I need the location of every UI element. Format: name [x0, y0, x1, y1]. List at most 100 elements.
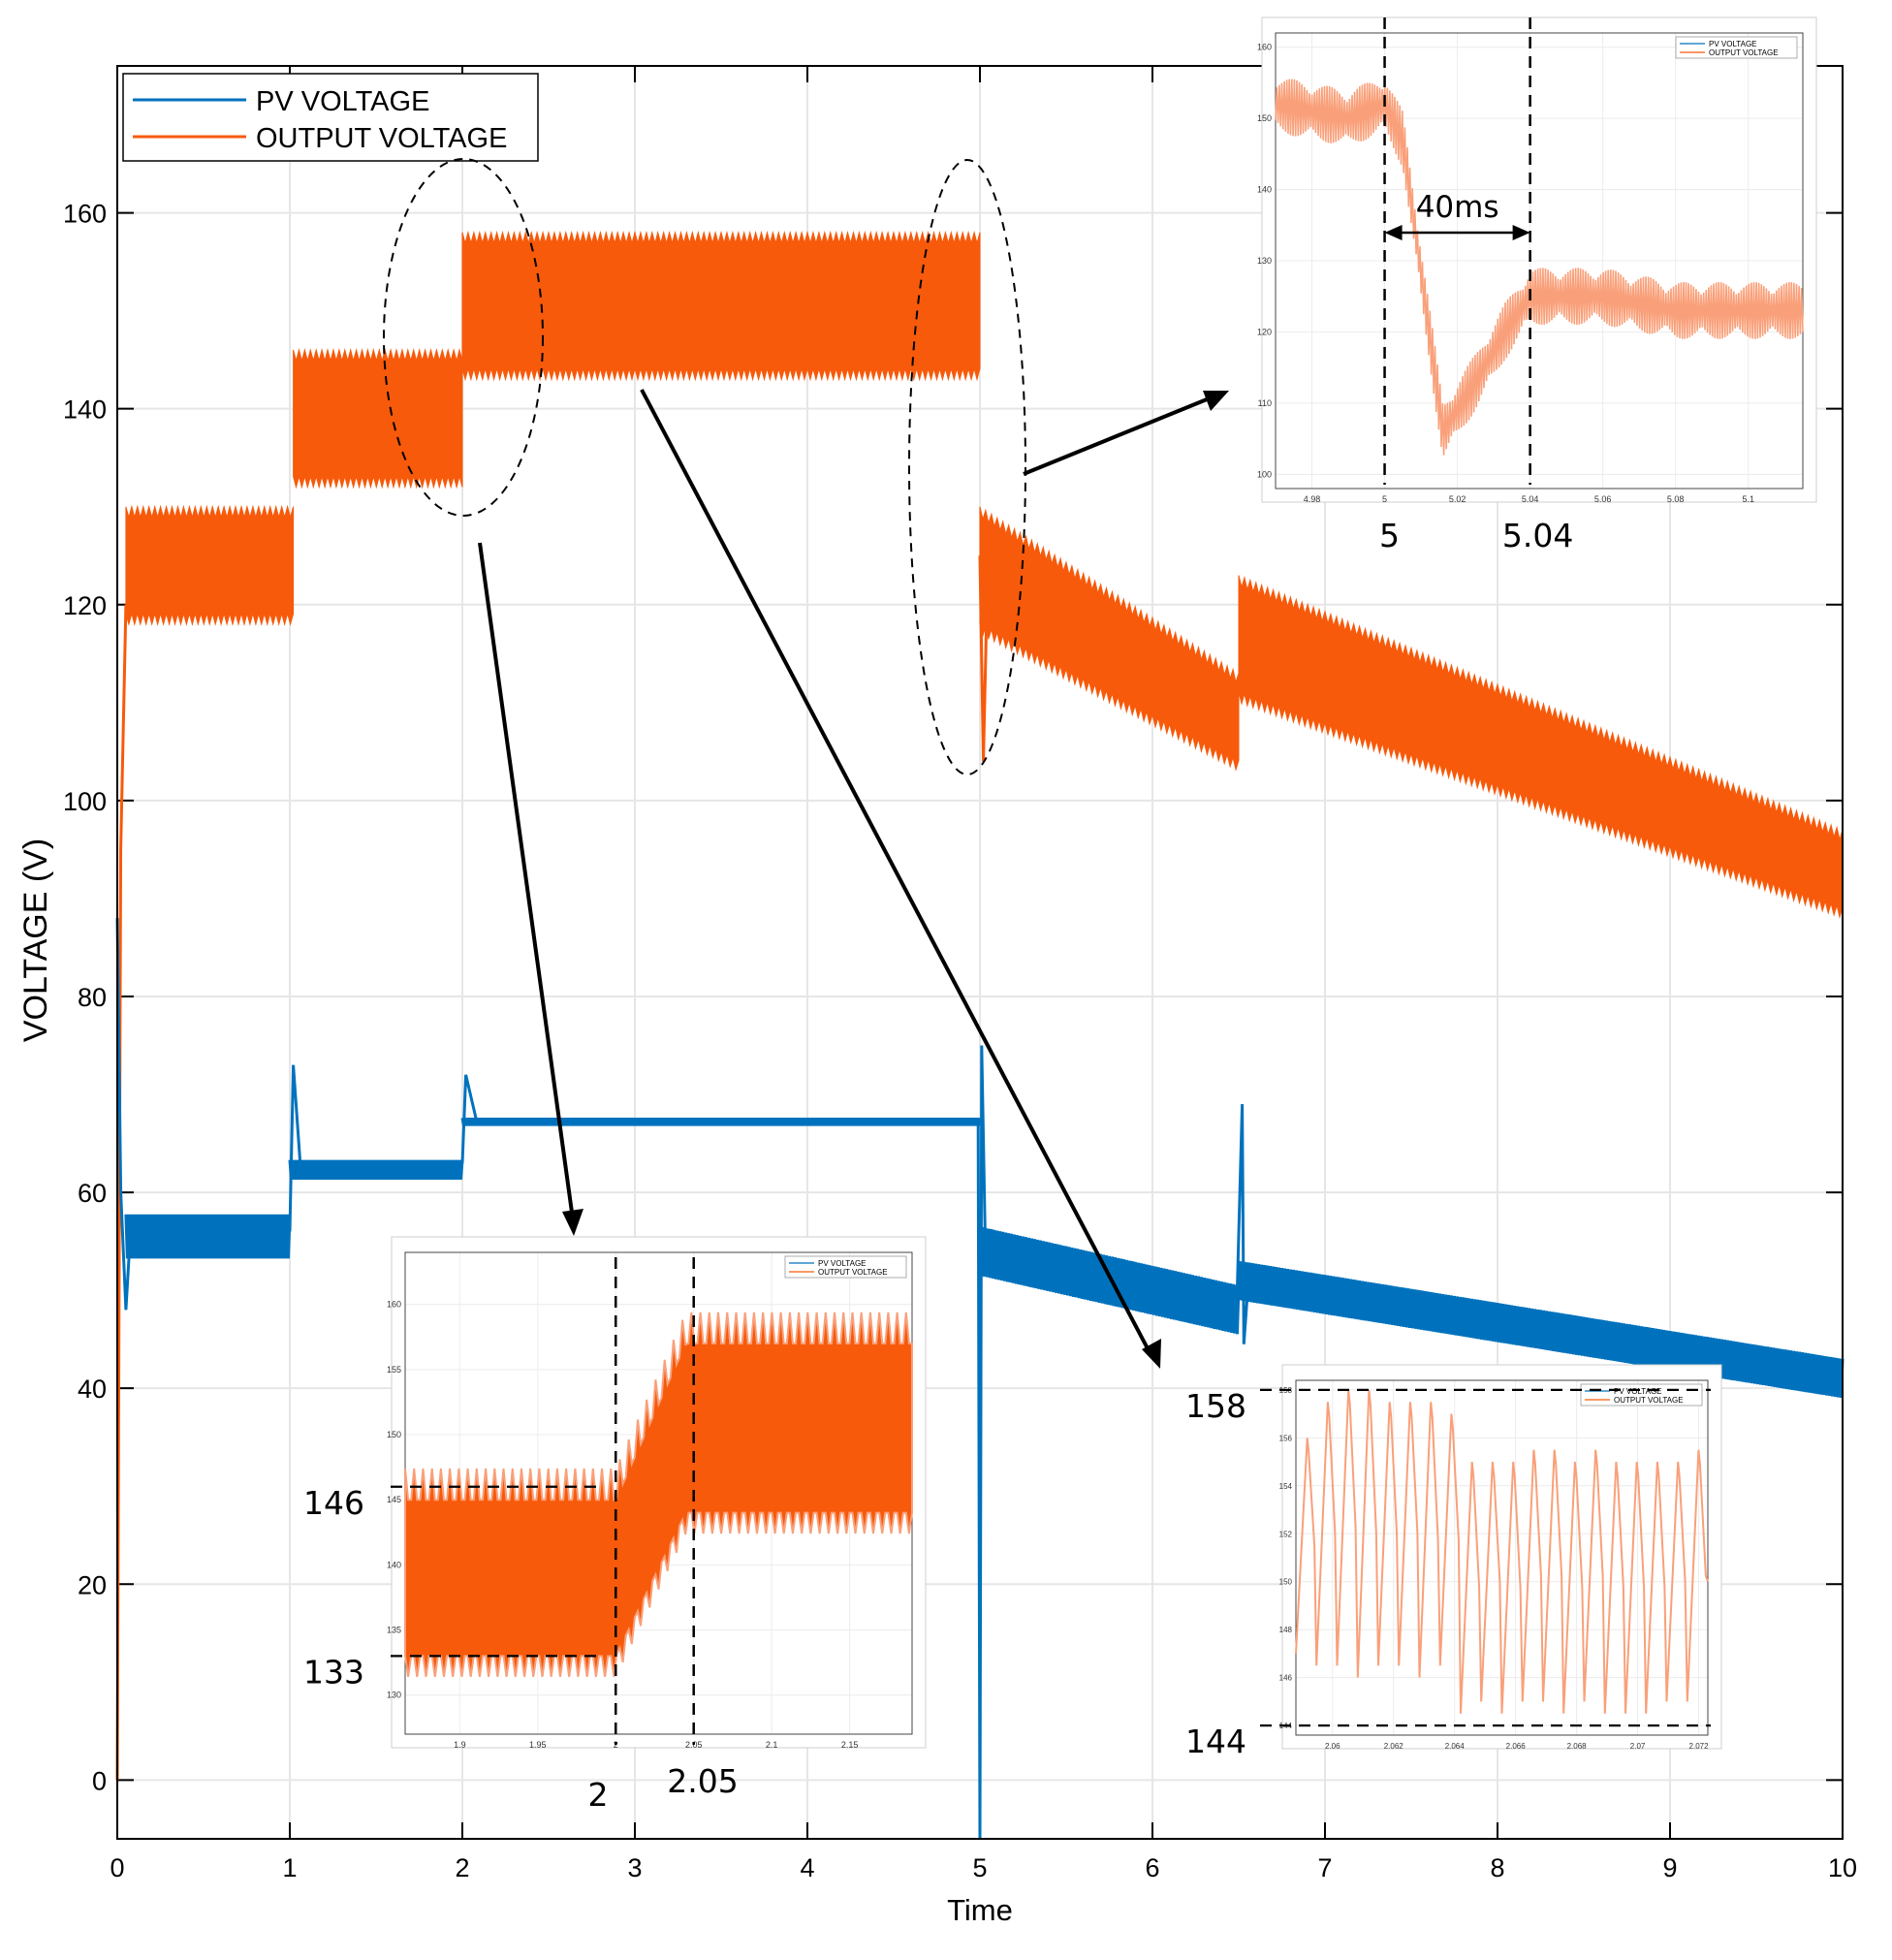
inset-tick-label-y: 146 — [1279, 1674, 1293, 1683]
inset-tick-label-y: 152 — [1279, 1530, 1293, 1538]
inset-turnoff-duration-label: 40ms — [1416, 190, 1499, 225]
main-series — [115, 230, 1845, 1840]
tick-label-y: 160 — [63, 200, 107, 229]
inset-axes-frame — [1295, 1379, 1709, 1736]
inset-turnoff-marker-label: 5.04 — [1502, 517, 1573, 554]
tick-label-y: 40 — [78, 1375, 107, 1404]
inset-tick-label-x: 2.15 — [841, 1740, 859, 1750]
tick-label-x: 8 — [1490, 1853, 1504, 1882]
inset-tick-label-y: 135 — [387, 1626, 401, 1635]
inset-tick-label-x: 2.068 — [1567, 1742, 1588, 1751]
tick-label-y: 100 — [63, 787, 107, 816]
tick-label-y: 140 — [63, 395, 107, 425]
inset-tick-label-x: 2.06 — [1325, 1742, 1340, 1751]
inset-background — [1261, 16, 1817, 503]
inset-turnoff-marker-label: 5 — [1379, 517, 1400, 554]
inset-legend-label-output: OUTPUT VOLTAGE — [1614, 1396, 1684, 1405]
inset-turnoff: 4.98 5 5.02 5.04 5.06 5.08 5.1 100 110 120 130 140 1… — [1257, 16, 1817, 554]
inset-tick-label-x: 1.95 — [529, 1740, 547, 1750]
pv-voltage-line — [124, 1214, 292, 1259]
output-voltage-band — [293, 348, 463, 490]
pv-voltage-spike — [976, 1045, 987, 1840]
inset-legend-label-pv: PV VOLTAGE — [818, 1259, 867, 1268]
inset-zoom-output-line — [1295, 1389, 1709, 1714]
inset-tick-label-y: 100 — [1257, 469, 1272, 479]
tick-label-x: 9 — [1662, 1853, 1677, 1882]
inset-legend-box — [784, 1255, 907, 1279]
inset-tick-label-y: 145 — [387, 1495, 401, 1504]
inset-tick-label-x: 5.08 — [1667, 494, 1685, 504]
inset-tick-label-x: 2.07 — [1630, 1742, 1646, 1751]
inset-tick-label-y: 160 — [1257, 43, 1272, 52]
inset-tick-label-y: 120 — [1257, 327, 1272, 336]
inset-tick-label-x: 4.98 — [1304, 494, 1321, 504]
inset-step: 1.9 1.95 2 2.05 2.1 2.15 130 135 140 145 150 155 160… — [303, 1236, 927, 1814]
inset-tick-label-x: 2.072 — [1689, 1742, 1710, 1751]
inset-tick-label-x: 2.066 — [1506, 1742, 1527, 1751]
main-legend: PV VOLTAGE OUTPUT VOLTAGE — [122, 73, 539, 162]
pv-voltage-spike — [288, 1064, 302, 1232]
tick-label-x: 6 — [1145, 1853, 1159, 1882]
inset-tick-label-y: 150 — [387, 1430, 401, 1439]
inset-tick-label-x: 2.064 — [1445, 1742, 1466, 1751]
inset-tick-label-y: 140 — [387, 1560, 401, 1569]
tick-label-x: 1 — [282, 1853, 297, 1882]
inset-legend-label-output: OUTPUT VOLTAGE — [1709, 48, 1779, 57]
inset-tick-label-x: 5.02 — [1449, 494, 1466, 504]
inset-legend-label-pv: PV VOLTAGE — [1709, 40, 1757, 48]
inset-zoom: 2.06 2.062 2.064 2.066 2.068 2.07 2.072 144 146 1… — [1185, 1364, 1722, 1760]
tick-label-y: 80 — [78, 983, 107, 1012]
inset-step-level-label: 133 — [303, 1653, 364, 1691]
inset-tick-label-y: 154 — [1279, 1482, 1293, 1491]
tick-label-x: 10 — [1828, 1853, 1857, 1882]
inset-turnoff-arrowhead-right — [1512, 225, 1530, 240]
output-voltage-band — [461, 230, 981, 382]
inset-tick-label-x: 1.9 — [454, 1740, 466, 1750]
inset-tick-label-y: 156 — [1279, 1434, 1293, 1442]
inset-tick-label-y: 150 — [1257, 113, 1272, 123]
inset-step-marker-label: 2 — [588, 1776, 609, 1814]
inset-tick-label-y: 110 — [1258, 398, 1272, 408]
inset-tick-label-y: 140 — [1257, 185, 1272, 195]
tick-label-x: 2 — [455, 1853, 469, 1882]
inset-tick-label-x: 5.04 — [1522, 494, 1539, 504]
inset-zoom-level-label: 144 — [1185, 1723, 1246, 1760]
inset-turnoff-arrowhead-left — [1384, 225, 1403, 240]
inset-tick-label-x: 5 — [1382, 494, 1387, 504]
pv-voltage-line — [288, 1159, 464, 1181]
legend-label-output: OUTPUT VOLTAGE — [256, 123, 507, 154]
output-voltage-band — [979, 506, 1240, 772]
inset-tick-label-y: 155 — [387, 1365, 401, 1375]
tick-label-x: 5 — [972, 1853, 987, 1882]
tick-label-x: 0 — [110, 1853, 124, 1882]
tick-label-x: 3 — [627, 1853, 642, 1882]
pv-voltage-spike — [1235, 1104, 1251, 1344]
legend-box — [122, 73, 539, 162]
inset-tick-label-y: 130 — [1257, 256, 1272, 266]
tick-label-x: 4 — [800, 1853, 814, 1882]
inset-step-level-label: 146 — [303, 1484, 364, 1522]
inset-tick-label-y: 160 — [387, 1300, 401, 1310]
pv-voltage-line — [460, 1118, 982, 1126]
pv-voltage-spike — [460, 1074, 478, 1163]
output-voltage-band — [125, 504, 295, 626]
pv-voltage-line — [978, 1226, 1241, 1335]
ellipse-turnoff — [908, 159, 1026, 775]
inset-zoom-level-label: 158 — [1185, 1387, 1246, 1425]
pv-voltage-line — [1237, 1260, 1845, 1399]
inset-tick-label-y: 150 — [1279, 1578, 1293, 1587]
pv-voltage-spike — [115, 918, 133, 1311]
inset-legend-box — [1675, 36, 1798, 59]
arrow-zoom — [640, 389, 1161, 1369]
tick-label-y: 20 — [78, 1570, 107, 1599]
inset-turnoff-output-line — [1275, 79, 1804, 456]
inset-legend-label-output: OUTPUT VOLTAGE — [818, 1268, 888, 1277]
output-startup-ramp — [115, 604, 128, 1781]
arrow-step — [478, 542, 583, 1236]
inset-tick-label-x: 2.1 — [766, 1740, 778, 1750]
legend-label-pv: PV VOLTAGE — [256, 86, 429, 117]
tick-label-x: 7 — [1317, 1853, 1332, 1882]
